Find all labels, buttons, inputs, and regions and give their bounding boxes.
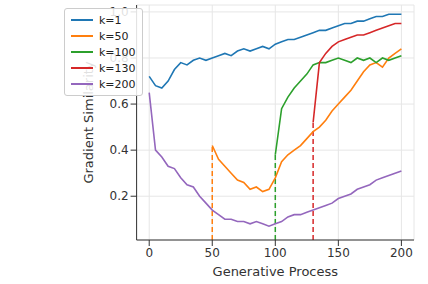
svg-text:0.4: 0.4 <box>110 143 129 157</box>
svg-text:100: 100 <box>264 246 287 260</box>
svg-text:0.8: 0.8 <box>110 51 129 65</box>
svg-text:0.2: 0.2 <box>110 189 129 203</box>
svg-text:150: 150 <box>327 246 350 260</box>
svg-text:0: 0 <box>145 246 153 260</box>
svg-text:50: 50 <box>205 246 220 260</box>
svg-text:Generative Process: Generative Process <box>213 264 339 279</box>
svg-text:0.6: 0.6 <box>110 97 129 111</box>
svg-text:1.0: 1.0 <box>110 5 129 19</box>
svg-text:Gradient Similarity: Gradient Similarity <box>81 61 96 183</box>
svg-text:200: 200 <box>390 246 413 260</box>
